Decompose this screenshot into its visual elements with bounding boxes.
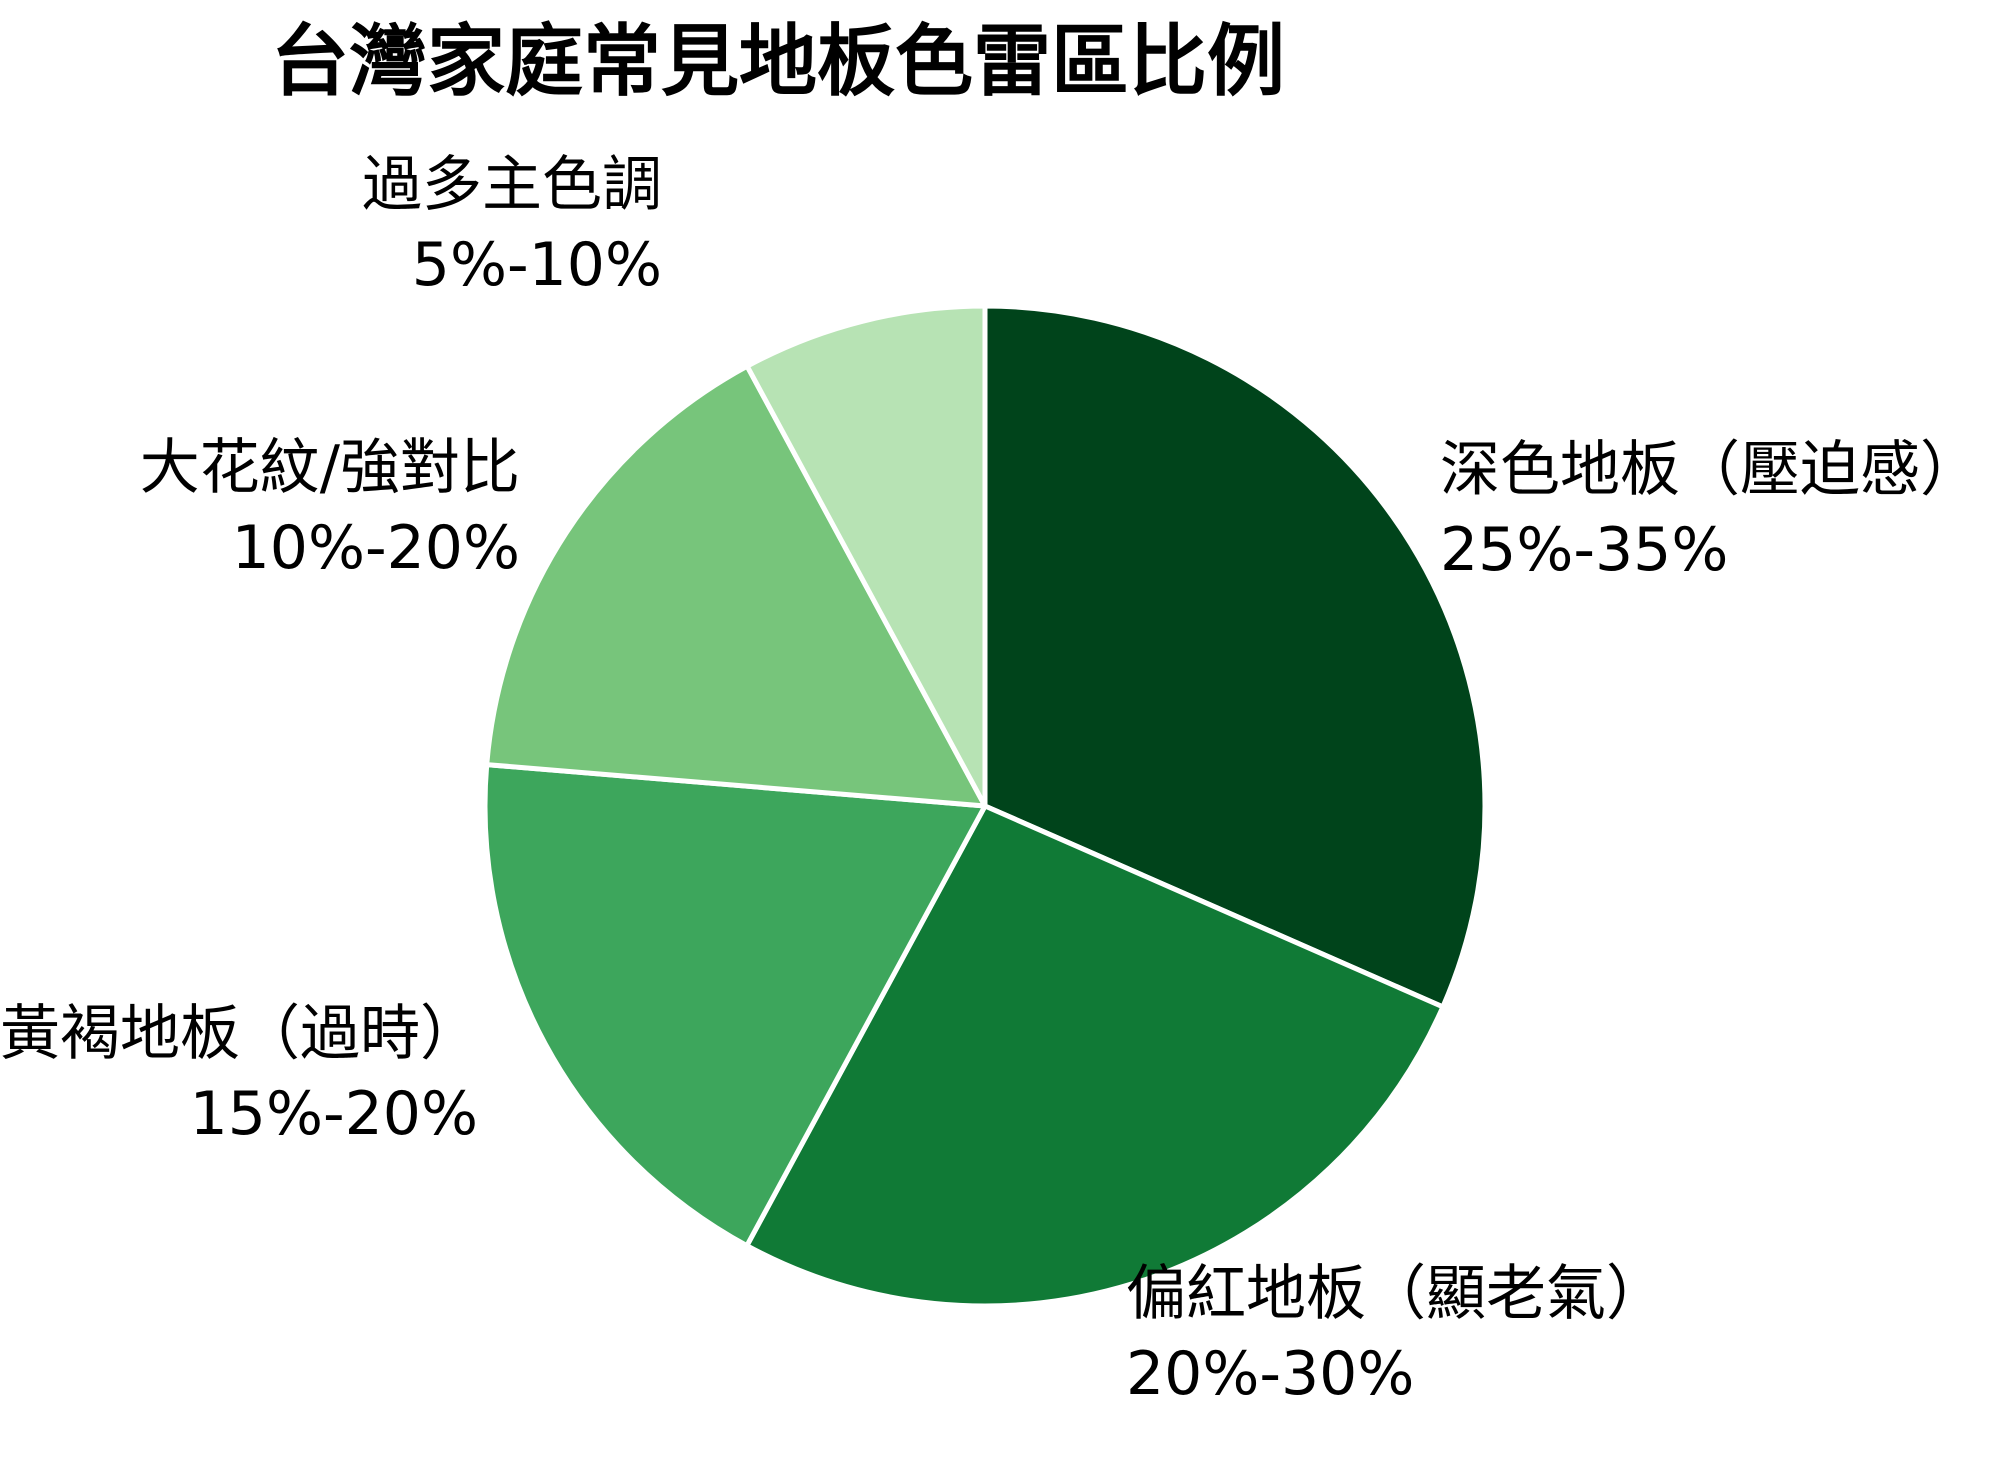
pie-slice-1 xyxy=(744,803,1446,1309)
slice-label-range: 15%-20% xyxy=(189,1079,478,1149)
pie-slice-3 xyxy=(484,363,988,809)
slice-label-range: 5%-10% xyxy=(411,230,662,300)
slice-label-dark-floor: 深色地板（壓迫感） 25%-35% xyxy=(1440,430,1980,590)
slice-label-text: 黃褐地板（過時） xyxy=(0,999,480,1069)
slice-label-text: 大花紋/強對比 xyxy=(139,433,520,503)
slice-label-range: 25%-35% xyxy=(1440,515,1729,585)
slice-label-yellow-brown-floor: 黃褐地板（過時） 15%-20% xyxy=(0,994,480,1154)
pie-slice-2 xyxy=(482,762,988,1249)
slice-label-big-pattern-contrast: 大花紋/強對比 10%-20% xyxy=(60,428,520,588)
slice-label-too-many-main-colors: 過多主色調 5%-10% xyxy=(200,145,662,305)
slice-label-reddish-floor: 偏紅地板（顯老氣） 20%-30% xyxy=(1126,1254,1666,1414)
chart-title: 台灣家庭常見地板色雷區比例 xyxy=(270,17,1285,107)
pie-slice-0 xyxy=(982,303,1488,1010)
pie-slice-4 xyxy=(744,303,988,809)
slice-label-text: 過多主色調 xyxy=(362,150,662,220)
slice-label-range: 10%-20% xyxy=(231,513,520,583)
slice-label-range: 20%-30% xyxy=(1126,1339,1415,1409)
slice-label-text: 偏紅地板（顯老氣） xyxy=(1126,1259,1666,1329)
slice-label-text: 深色地板（壓迫感） xyxy=(1440,435,1980,505)
